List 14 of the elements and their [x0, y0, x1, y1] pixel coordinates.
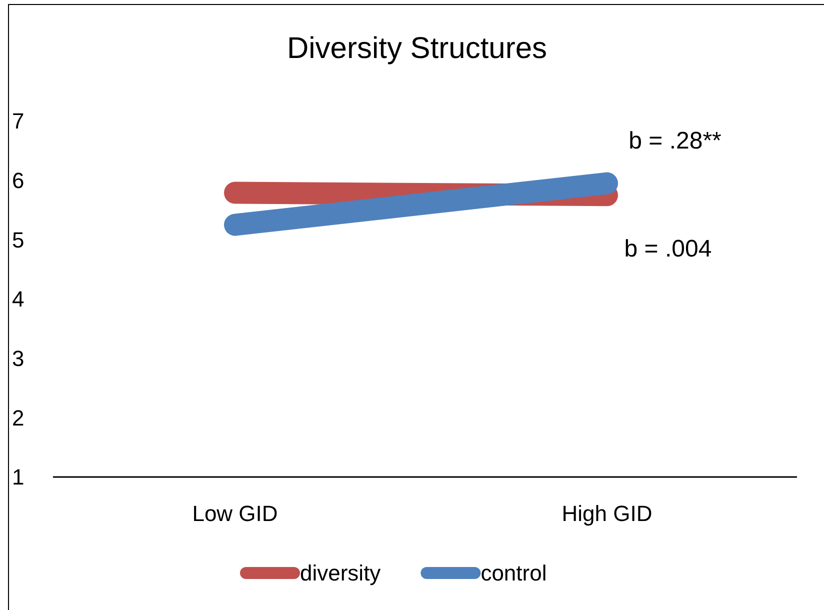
y-tick-label: 3 [12, 346, 24, 372]
x-tick-label: High GID [562, 501, 652, 526]
x-tick-label: Low GID [192, 501, 278, 526]
y-tick-label: 1 [12, 464, 24, 490]
chart-title: Diversity Structures [286, 32, 548, 65]
legend-label: control [480, 560, 547, 586]
annotation: b = .004 [624, 235, 712, 262]
y-tick-label: 5 [12, 227, 24, 252]
y-tick-label: 2 [12, 405, 24, 430]
annotation: b = .28** [628, 127, 722, 154]
legend-label: diversity [300, 560, 381, 586]
y-tick-label: 6 [12, 168, 24, 194]
y-tick-label: 4 [12, 286, 24, 312]
y-tick-label: 7 [12, 108, 24, 134]
